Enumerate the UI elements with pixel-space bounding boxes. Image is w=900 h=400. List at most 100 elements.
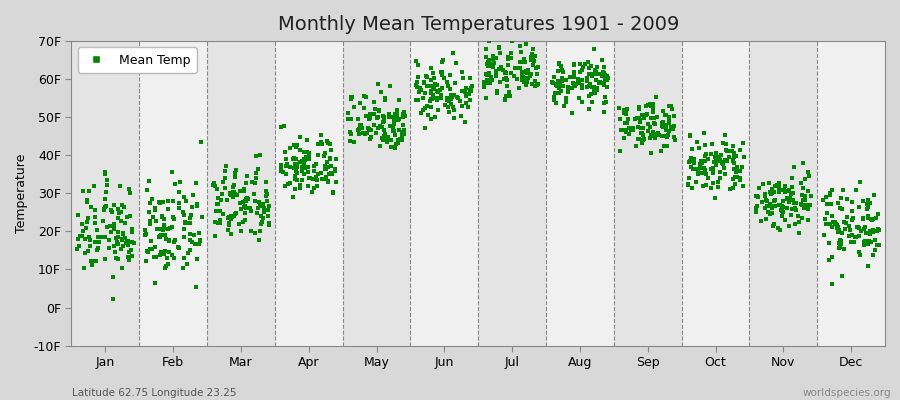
Point xyxy=(236,218,250,225)
Point xyxy=(785,205,799,212)
Point xyxy=(712,156,726,163)
Point xyxy=(446,94,460,100)
Point xyxy=(585,83,599,90)
Point xyxy=(138,232,152,238)
Point xyxy=(654,148,669,154)
Point xyxy=(706,159,721,166)
Point xyxy=(578,61,592,68)
Point xyxy=(91,234,105,241)
Point xyxy=(160,255,175,262)
Point xyxy=(256,209,271,215)
Point xyxy=(765,190,779,196)
Point xyxy=(281,181,295,187)
Point xyxy=(184,215,198,222)
Point xyxy=(621,116,635,122)
Point xyxy=(106,273,121,280)
Point xyxy=(481,62,495,69)
Point xyxy=(96,217,111,224)
Point xyxy=(177,219,192,225)
Point xyxy=(424,77,438,84)
Point xyxy=(254,213,268,219)
Point xyxy=(307,168,321,174)
Point xyxy=(618,126,633,133)
Point xyxy=(513,65,527,71)
Point xyxy=(306,176,320,182)
Point xyxy=(650,114,664,120)
Point xyxy=(323,156,338,162)
Point xyxy=(705,141,719,147)
Point xyxy=(377,130,392,137)
Point xyxy=(584,99,598,106)
Point xyxy=(662,116,676,122)
Point xyxy=(464,85,478,91)
Point xyxy=(343,129,357,135)
Point xyxy=(87,220,102,226)
Point xyxy=(424,116,438,122)
Point xyxy=(529,82,544,88)
Point xyxy=(725,148,740,154)
Point xyxy=(442,98,456,105)
Point xyxy=(225,213,239,220)
Point xyxy=(590,86,604,92)
Point xyxy=(344,96,358,102)
Point xyxy=(711,184,725,190)
Point xyxy=(867,192,881,198)
Point xyxy=(363,115,377,121)
Point xyxy=(417,78,431,85)
Point xyxy=(734,147,748,153)
Point xyxy=(98,168,112,175)
Point xyxy=(515,68,529,75)
Point xyxy=(586,71,600,77)
Point xyxy=(489,55,503,61)
Point xyxy=(861,197,876,204)
Point xyxy=(829,221,843,227)
Point xyxy=(371,114,385,120)
Point xyxy=(446,92,460,99)
Point xyxy=(76,265,91,272)
Point xyxy=(872,242,886,248)
Point xyxy=(483,60,498,67)
Point xyxy=(621,124,635,131)
Point xyxy=(500,56,515,62)
Point xyxy=(600,76,615,83)
Point xyxy=(341,110,356,116)
Point xyxy=(517,58,531,65)
Point xyxy=(636,132,651,138)
Point xyxy=(176,265,191,271)
Point xyxy=(390,111,404,117)
Point xyxy=(590,87,604,93)
Point xyxy=(643,124,657,130)
Point xyxy=(411,88,426,95)
Point xyxy=(461,104,475,110)
Point xyxy=(477,84,491,90)
Point xyxy=(484,77,499,83)
Point xyxy=(152,200,166,206)
Point xyxy=(769,196,783,203)
Point xyxy=(106,296,121,303)
Point xyxy=(729,153,743,159)
Point xyxy=(479,95,493,101)
Point xyxy=(176,209,191,215)
Point xyxy=(314,141,328,147)
Point xyxy=(363,110,377,117)
Point xyxy=(410,81,424,88)
Point xyxy=(184,212,198,218)
Point xyxy=(460,91,474,97)
Point xyxy=(376,113,391,119)
Point xyxy=(375,136,390,143)
Point xyxy=(770,182,784,188)
Point xyxy=(444,96,458,102)
Point xyxy=(166,252,180,258)
Point xyxy=(834,230,849,237)
Point xyxy=(301,183,315,190)
Point xyxy=(853,252,868,258)
Point xyxy=(213,208,228,214)
Point xyxy=(716,165,731,172)
Point xyxy=(643,100,657,107)
Point xyxy=(788,205,802,212)
Point xyxy=(226,213,240,219)
Point xyxy=(528,83,543,89)
Point xyxy=(112,229,126,236)
Point xyxy=(562,88,576,95)
Point xyxy=(324,170,338,176)
